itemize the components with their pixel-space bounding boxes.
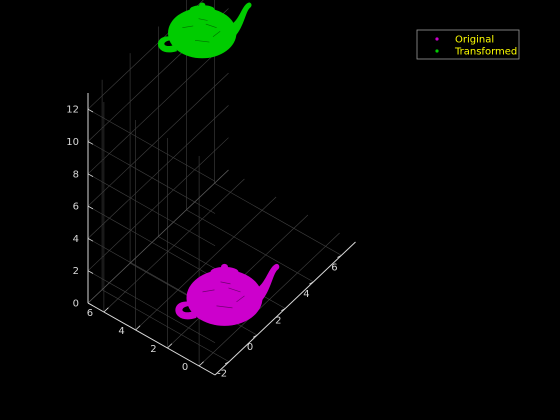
x-tick-mark — [281, 308, 286, 312]
y-tick-mark — [167, 343, 173, 349]
teapot-spout — [229, 2, 252, 39]
z-tick-label: 2 — [73, 266, 79, 277]
teapot-handle — [175, 301, 197, 320]
y-tick-label: 4 — [118, 326, 124, 337]
x-tick-mark — [309, 281, 314, 285]
series-original — [175, 263, 280, 326]
grid-line-z-back — [87, 40, 229, 175]
legend-box — [416, 29, 520, 60]
teapot-spout — [254, 263, 280, 304]
y-tick-mark — [198, 361, 204, 367]
series-transformed — [157, 2, 252, 59]
teapot-knob — [221, 263, 228, 270]
z-tick-label: 8 — [73, 169, 79, 180]
z-tick-mark — [87, 108, 94, 113]
teapot-texture — [202, 281, 245, 309]
legend-label-transformed: Transformed — [454, 47, 517, 58]
grid-line-z-side — [87, 141, 216, 214]
grid-line-z-back — [87, 72, 229, 207]
teapot-knob — [199, 2, 206, 8]
x-tick-mark — [252, 334, 258, 338]
z-tick-mark — [87, 270, 94, 274]
teapot-body — [186, 269, 263, 326]
y-axis-line — [87, 302, 216, 376]
grid-line-y-floor — [103, 178, 245, 313]
y-tick-mark — [103, 307, 109, 313]
x-tick-label: 6 — [331, 262, 337, 273]
grid-line-z-side — [87, 108, 216, 182]
x-tick-mark — [224, 361, 230, 365]
z-tick-label: 10 — [66, 137, 79, 148]
z-tick-label: 4 — [73, 234, 79, 245]
teapot-texture — [182, 18, 221, 43]
x-tick-label: 0 — [247, 342, 253, 353]
grid-line-z-side — [87, 173, 216, 247]
grid-line-z-back — [87, 105, 229, 239]
x-tick-mark — [337, 254, 342, 258]
plot-data — [157, 2, 280, 326]
grid-line-y-floor — [198, 232, 340, 367]
y-tick-label: 6 — [87, 308, 93, 319]
axes-box — [87, 93, 356, 376]
y-tick-label: 2 — [150, 344, 156, 355]
teapot-handle — [157, 36, 177, 53]
z-tick-mark — [87, 141, 94, 145]
teapot-lid — [210, 266, 239, 277]
y-tick-label: 0 — [182, 362, 188, 373]
z-tick-label: 6 — [73, 202, 79, 213]
x-tick-label: -2 — [217, 369, 227, 380]
teapot-body — [168, 7, 237, 59]
legend-marker-original — [435, 37, 439, 41]
grid-line-x-floor — [214, 183, 342, 256]
grid-line-x-floor — [186, 209, 314, 283]
legend[interactable]: Original Transformed — [416, 29, 520, 60]
z-tick-mark — [87, 238, 94, 242]
legend-marker-transformed — [435, 49, 439, 53]
y-tick-mark — [135, 325, 141, 331]
grid-line-z-back — [87, 137, 229, 271]
axis-edge-floor-back — [87, 169, 229, 304]
z-tick-mark — [87, 173, 94, 177]
legend-label-original: Original — [455, 35, 494, 46]
z-tick-label: 12 — [66, 105, 79, 116]
grid-line-z-side — [87, 205, 216, 279]
x-tick-label: 4 — [303, 289, 309, 300]
grid-line-x-floor — [101, 289, 230, 362]
z-tick-mark — [87, 205, 94, 210]
x-tick-label: 2 — [275, 316, 281, 327]
grid-line-y-floor — [135, 196, 277, 331]
z-tick-mark — [87, 302, 94, 307]
z-tick-label: 0 — [73, 299, 79, 310]
teapot-lid — [189, 5, 215, 15]
